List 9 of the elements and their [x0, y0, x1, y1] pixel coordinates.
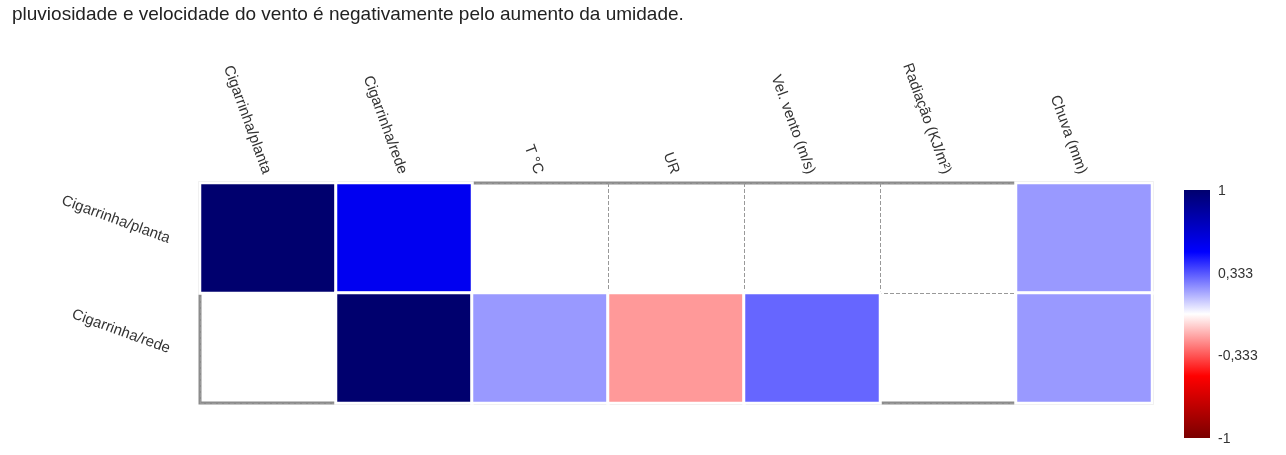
x-tick-label: Chuva (mm): [1047, 92, 1092, 176]
color-bar-label: 0,333: [1218, 264, 1254, 281]
x-tick-label: UR: [660, 149, 685, 177]
x-tick-label: Vel. vento (m/s): [768, 72, 820, 176]
color-bar-label: -0,333: [1218, 347, 1258, 364]
color-bar-label: -1: [1218, 430, 1231, 446]
text: pluviosidade e velocidade do vento é negativamente pelo aumento da umidade.: [12, 3, 684, 24]
x-tick-label: T °C: [521, 142, 549, 177]
color-bar-label: 1: [1218, 182, 1226, 198]
